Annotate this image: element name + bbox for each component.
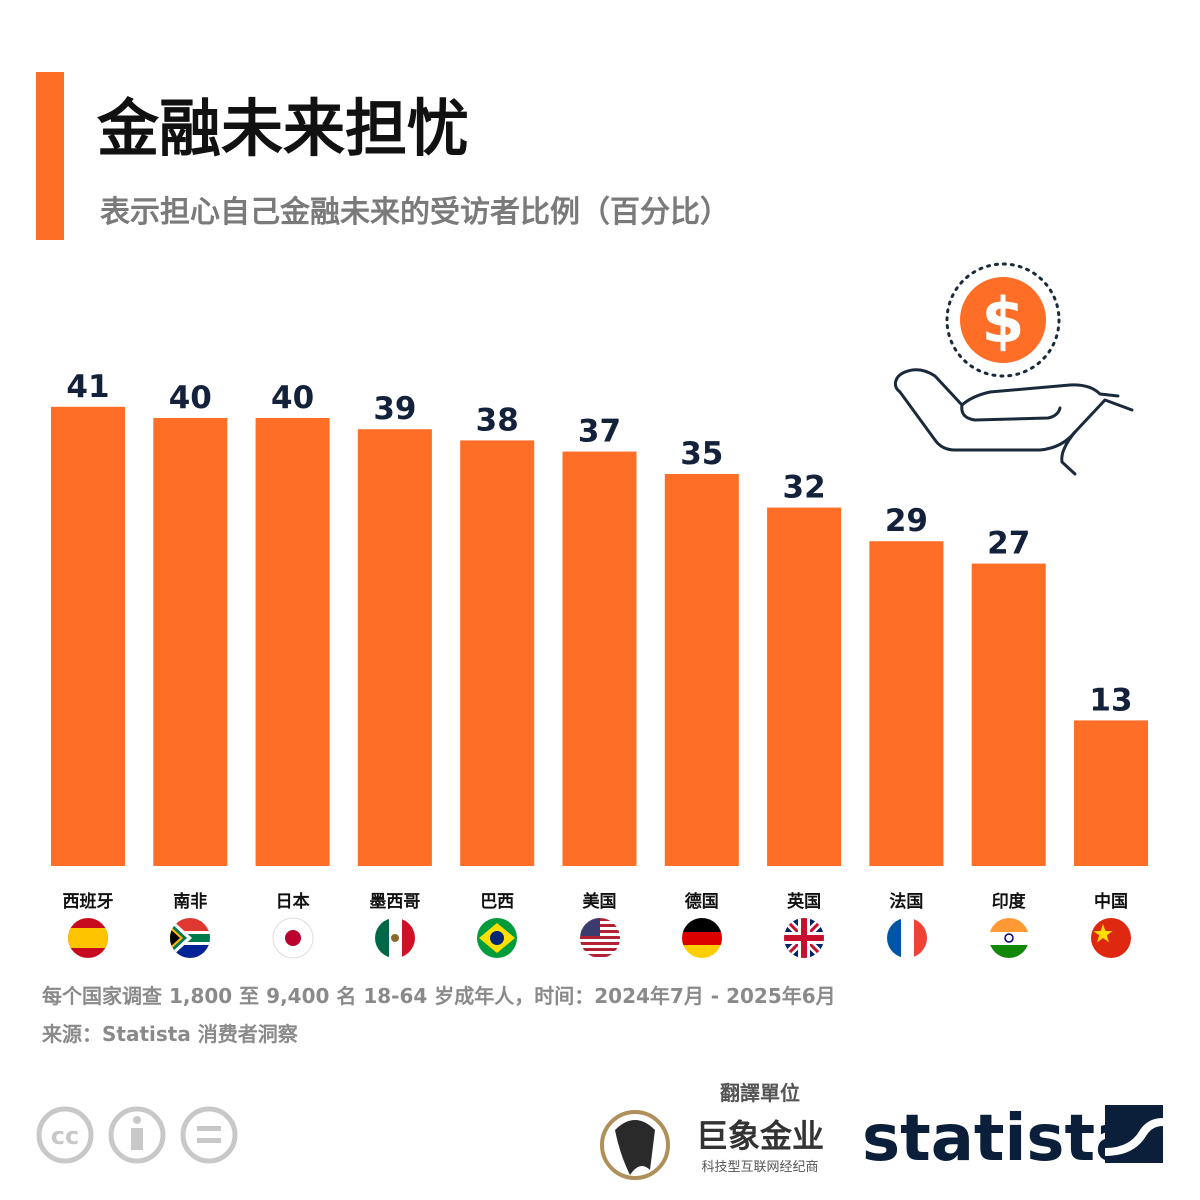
flag bbox=[68, 918, 108, 958]
x-tick-label: 南非 bbox=[173, 891, 207, 912]
flag bbox=[784, 918, 824, 958]
bar bbox=[153, 418, 228, 866]
translator-heading: 翻譯單位 bbox=[720, 1081, 800, 1105]
x-tick-label: 日本 bbox=[276, 891, 310, 912]
flag bbox=[682, 918, 722, 958]
title-accent bbox=[36, 72, 64, 240]
x-tick-label: 墨西哥 bbox=[369, 892, 420, 912]
data-label: 27 bbox=[987, 526, 1030, 562]
data-label: 40 bbox=[169, 380, 212, 416]
x-tick-label: 印度 bbox=[992, 891, 1027, 912]
x-tick-label: 美国 bbox=[583, 891, 617, 912]
svg-text:cc: cc bbox=[51, 1122, 79, 1150]
bar bbox=[255, 418, 330, 866]
bar bbox=[869, 541, 944, 866]
chart-title: 金融未来担忧 bbox=[96, 92, 469, 165]
bar bbox=[767, 507, 842, 866]
data-label: 35 bbox=[680, 436, 723, 472]
money-icon: $ bbox=[893, 262, 1134, 476]
translator-logo bbox=[600, 1110, 670, 1180]
flags bbox=[68, 917, 1131, 959]
chart-subtitle: 表示担心自己金融未来的受访者比例（百分比） bbox=[100, 195, 730, 230]
x-tick-label: 巴西 bbox=[480, 892, 514, 912]
flag bbox=[170, 918, 210, 958]
translator-name: 巨象金业 bbox=[696, 1117, 824, 1155]
data-label: 38 bbox=[476, 402, 519, 438]
x-tick-label: 西班牙 bbox=[63, 892, 114, 912]
bar bbox=[460, 440, 535, 866]
bar bbox=[357, 429, 432, 866]
bar bbox=[664, 474, 739, 866]
data-label: 41 bbox=[66, 369, 109, 405]
license-icons: cc bbox=[36, 1106, 238, 1164]
x-tick-label: 德国 bbox=[685, 891, 719, 912]
flag bbox=[272, 917, 314, 959]
svg-text:$: $ bbox=[981, 284, 1024, 357]
flag bbox=[887, 918, 927, 958]
x-tick-label: 英国 bbox=[787, 891, 821, 912]
data-label: 39 bbox=[373, 391, 416, 427]
bar bbox=[1074, 720, 1148, 866]
data-label: 37 bbox=[578, 414, 621, 450]
data-label: 29 bbox=[885, 503, 928, 539]
brand: statista bbox=[862, 1102, 1138, 1176]
x-tick-label: 法国 bbox=[889, 891, 923, 912]
data-label: 40 bbox=[271, 380, 314, 416]
bar bbox=[971, 563, 1046, 866]
flag bbox=[989, 918, 1029, 958]
footnote: 每个国家调查 1,800 至 9,400 名 18-64 岁成年人，时间：202… bbox=[42, 984, 836, 1008]
bar bbox=[51, 406, 125, 866]
brand-logo bbox=[1105, 1105, 1163, 1163]
flag bbox=[580, 918, 620, 958]
flag bbox=[477, 918, 517, 958]
flag bbox=[375, 918, 415, 958]
bar bbox=[562, 451, 637, 866]
translator-tagline: 科技型互联网经纪商 bbox=[701, 1160, 818, 1175]
source: 来源：Statista 消费者洞察 bbox=[41, 1022, 299, 1046]
x-tick-label: 中国 bbox=[1094, 891, 1128, 912]
data-label: 32 bbox=[783, 470, 826, 506]
flag bbox=[1091, 918, 1131, 958]
data-label: 13 bbox=[1089, 682, 1132, 718]
